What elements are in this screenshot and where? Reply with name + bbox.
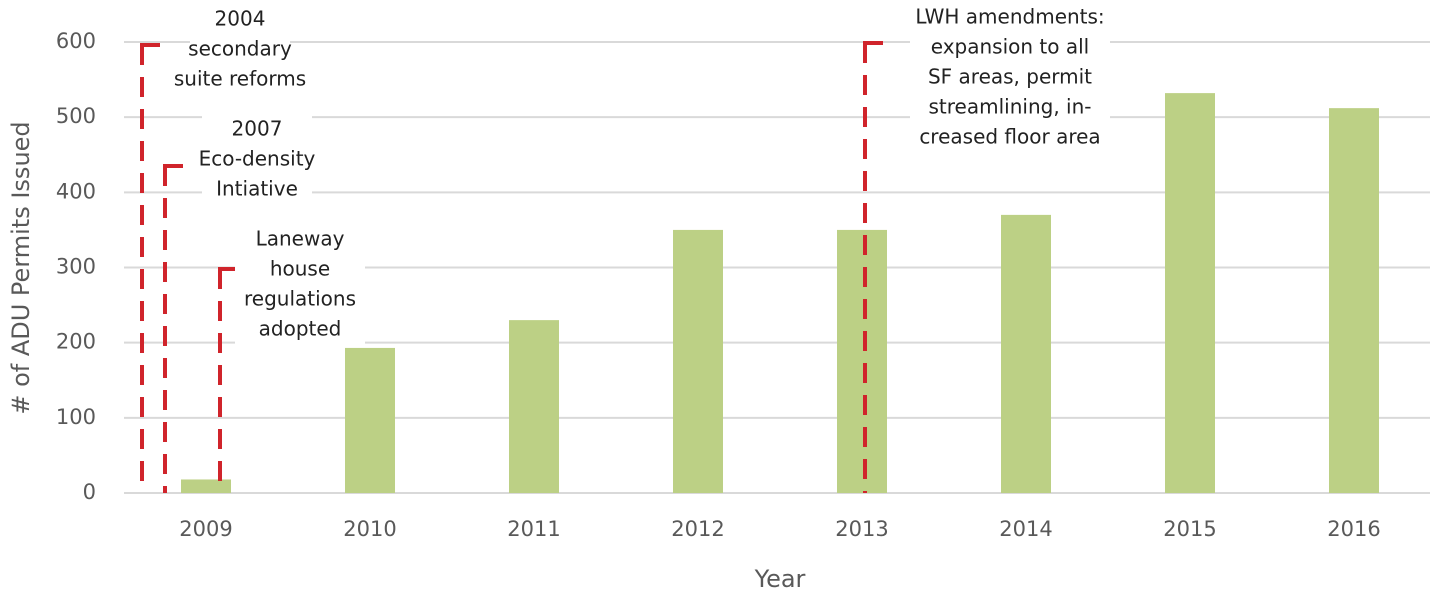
bar	[837, 229, 887, 493]
annotation-text: secondary	[188, 37, 292, 61]
x-tick-label: 2010	[343, 517, 396, 541]
x-axis-title: Year	[754, 565, 806, 593]
x-tick-label: 2013	[835, 517, 888, 541]
bar	[673, 229, 723, 493]
y-tick-label: 300	[56, 255, 96, 279]
x-tick-label: 2015	[1163, 517, 1216, 541]
y-tick-label: 600	[56, 29, 96, 53]
annotation-text: Laneway	[256, 227, 345, 251]
annotation-text: suite reforms	[174, 67, 306, 91]
y-tick-label: 100	[56, 405, 96, 429]
annotation-text: streamlining, in-	[929, 95, 1092, 119]
bar	[345, 347, 395, 493]
bar	[1165, 93, 1215, 493]
annotation-text: Intiative	[216, 177, 298, 201]
annotation-box	[190, 6, 290, 94]
x-tick-label: 2011	[507, 517, 560, 541]
x-tick-label: 2012	[671, 517, 724, 541]
annotation-text: creased floor area	[919, 125, 1100, 149]
y-tick-label: 500	[56, 104, 96, 128]
bar	[509, 320, 559, 493]
x-tick-label: 2016	[1327, 517, 1380, 541]
annotation-text: adopted	[259, 317, 342, 341]
bar	[181, 479, 231, 493]
annotation-box	[202, 116, 312, 204]
y-tick-label: 0	[83, 480, 96, 504]
annotation-text: SF areas, permit	[928, 65, 1092, 89]
annotation-text: Eco-density	[199, 147, 316, 171]
annotation-box	[235, 226, 365, 344]
annotation-text: 2004	[215, 7, 266, 31]
y-tick-label: 400	[56, 179, 96, 203]
annotation-text: regulations	[244, 287, 356, 311]
bar	[1329, 108, 1379, 493]
y-tick-label: 200	[56, 330, 96, 354]
annotation-text: house	[270, 257, 330, 281]
annotation-text: LWH amendments:	[915, 5, 1104, 29]
x-tick-label: 2009	[179, 517, 232, 541]
x-tick-label: 2014	[999, 517, 1052, 541]
annotation-text: expansion to all	[931, 35, 1089, 59]
annotation-text: 2007	[232, 117, 283, 141]
bar	[1001, 214, 1051, 493]
y-axis-title: # of ADU Permits Issued	[7, 121, 35, 414]
annotation-box	[910, 4, 1110, 152]
